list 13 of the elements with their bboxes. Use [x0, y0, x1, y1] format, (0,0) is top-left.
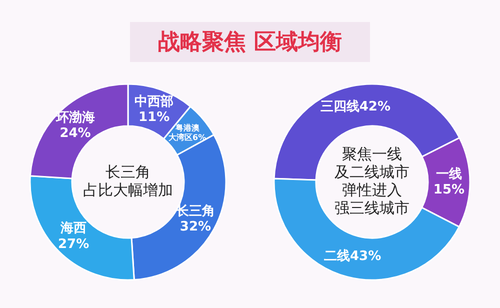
data-label: 11% [138, 110, 170, 125]
slice-label: 中西部 [134, 93, 174, 110]
data-label: 32% [180, 219, 212, 234]
chart-title: 战略聚焦 区域均衡 [158, 30, 342, 56]
text: 长三角占比大幅增加 [83, 163, 173, 200]
slice-label: 二线43% [324, 249, 382, 264]
slice-label: 一线 [436, 167, 462, 182]
slice-label: 海西 [60, 221, 87, 236]
data-label: 24% [60, 126, 91, 142]
data-label: 27% [58, 236, 90, 252]
text: 聚焦一线及二线城市弹性进入强三线城市 [334, 145, 410, 218]
data-label: 15% [433, 182, 465, 198]
slice-label: 三四线42% [320, 99, 391, 114]
